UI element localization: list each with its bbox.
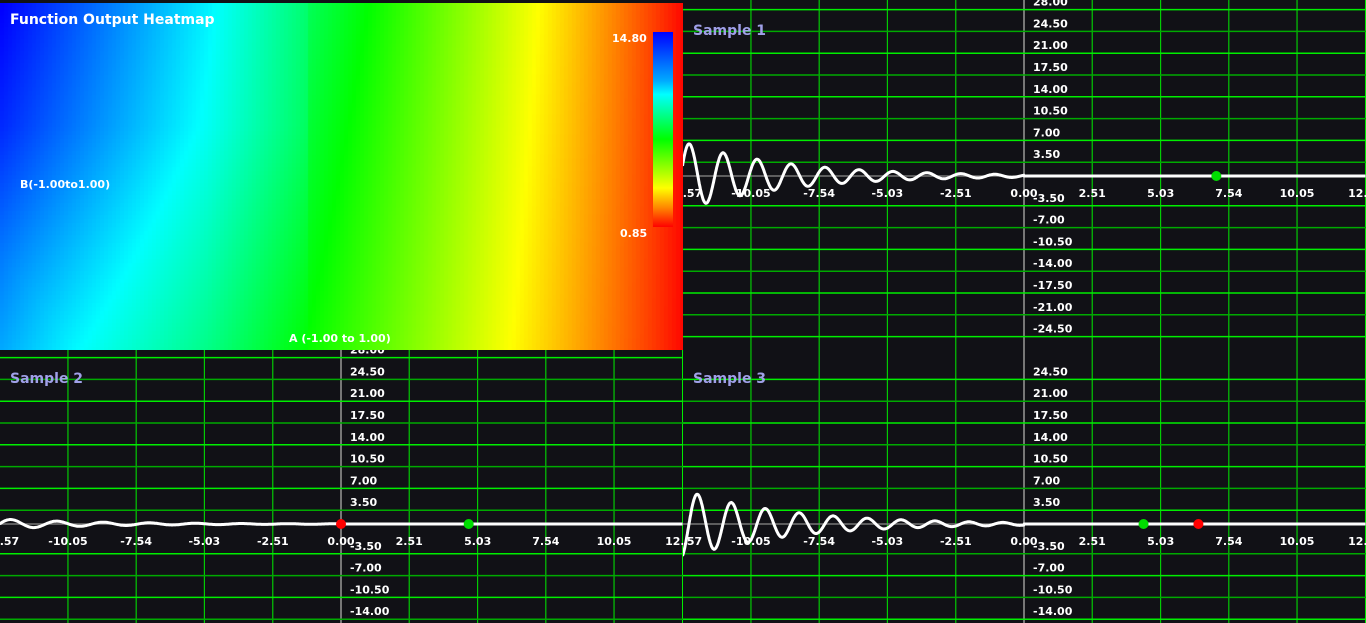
x-tick-label: 0.00 [327,535,354,548]
y-tick-label: -14.00 [1033,605,1073,618]
y-tick-label: -3.50 [1033,192,1065,205]
colorbar-min-label: 0.85 [620,227,648,240]
y-tick-label: 24.50 [350,365,385,378]
y-tick-label: 28.00 [350,350,385,357]
heatmap-panel: Function Output Heatmap B(-1.00to1.00) A… [0,3,683,350]
x-tick-label: 7.54 [1215,187,1242,200]
y-tick-label: 14.00 [350,431,385,444]
x-tick-label: 7.54 [1215,535,1242,548]
y-tick-label: 21.00 [1033,387,1068,400]
y-tick-label: 28.00 [1033,0,1068,9]
y-tick-label: 7.00 [1033,126,1060,139]
x-tick-label: -5.03 [871,535,903,548]
x-tick-label: 2.51 [1079,535,1106,548]
y-tick-label: -21.00 [1033,301,1073,314]
marker-point [463,519,474,529]
y-tick-label: -7.00 [350,562,382,575]
x-tick-label: 5.03 [464,535,491,548]
x-tick-label: 0.00 [1010,187,1037,200]
y-tick-label: 3.50 [350,496,377,509]
sample-1-plot: -12.57-10.05-7.54-5.03-2.510.002.515.037… [683,0,1366,350]
plot-title: Sample 2 [10,371,83,387]
y-tick-label: 17.50 [1033,61,1068,74]
x-tick-label: -2.51 [940,535,972,548]
y-tick-label: -7.00 [1033,562,1065,575]
y-tick-label: 21.00 [350,387,385,400]
y-tick-label: 21.00 [1033,39,1068,52]
heatmap-canvas [0,3,683,350]
x-tick-label: -5.03 [188,535,220,548]
y-tick-label: 14.00 [1033,431,1068,444]
x-tick-label: 7.54 [532,535,559,548]
y-tick-label: -17.50 [1033,279,1073,292]
y-tick-label: 24.50 [1033,17,1068,30]
y-tick-label: -10.50 [1033,583,1073,596]
y-tick-label: -10.50 [350,583,390,596]
x-tick-label: -7.54 [120,535,152,548]
x-tick-label: 12.57 [665,535,683,548]
marker-point [1193,519,1204,529]
y-tick-label: -10.50 [1033,235,1073,248]
marker-point [336,519,346,529]
x-tick-label: -7.54 [803,187,835,200]
series-line [683,492,1366,557]
sample-3-plot: -12.57-10.05-7.54-5.03-2.510.002.515.037… [683,350,1366,623]
x-tick-label: 12.57 [1348,187,1366,200]
y-tick-label: 3.50 [1033,496,1060,509]
plot-title: Sample 1 [693,23,766,39]
y-tick-label: 3.50 [1033,148,1060,161]
y-tick-label: 24.50 [1033,365,1068,378]
heatmap-x-label: A (-1.00 to 1.00) [289,332,391,345]
colorbar-max-label: 14.80 [612,32,647,45]
x-tick-label: -12.57 [683,187,702,200]
sample-2-plot: -12.57 -10.05 -7.54 -5.03 -2.51 0.00 2.51 5.03 7… [0,350,683,623]
x-tick-label: -7.54 [803,535,835,548]
y-tick-label: 10.50 [1033,453,1068,466]
y-tick-label: -3.50 [350,540,382,553]
y-tick-label: -14.00 [350,605,390,618]
x-tick-label: -12.57 [0,535,19,548]
colorbar [653,32,673,227]
series-line [683,142,1366,205]
y-tick-label: 7.00 [350,474,377,487]
marker-point [1138,519,1149,529]
heatmap-title: Function Output Heatmap [10,12,215,28]
y-tick-label: -3.50 [1033,540,1065,553]
y-tick-label: 14.00 [1033,83,1068,96]
x-tick-label: -2.51 [257,535,289,548]
marker-point [1211,171,1222,181]
x-tick-label: -5.03 [871,187,903,200]
x-tick-label: 10.05 [1280,535,1315,548]
x-tick-label: 2.51 [396,535,423,548]
heatmap-y-label: B(-1.00to1.00) [20,178,111,191]
y-tick-label: 7.00 [1033,474,1060,487]
plot-title: Sample 3 [693,371,766,387]
x-tick-label: 2.51 [1079,187,1106,200]
y-tick-label: 10.50 [350,453,385,466]
x-tick-label: 0.00 [1010,535,1037,548]
x-tick-label: 12.57 [1348,535,1366,548]
y-tick-label: -24.50 [1033,323,1073,336]
y-tick-label: -7.00 [1033,214,1065,227]
y-tick-label: -14.00 [1033,257,1073,270]
x-tick-label: 5.03 [1147,187,1174,200]
x-tick-label: -2.51 [940,187,972,200]
y-tick-label: 17.50 [1033,409,1068,422]
x-tick-label: 10.05 [1280,187,1315,200]
y-tick-label: 10.50 [1033,105,1068,118]
x-tick-label: 10.05 [597,535,632,548]
y-tick-label: 17.50 [350,409,385,422]
x-tick-label: -10.05 [48,535,87,548]
x-tick-label: 5.03 [1147,535,1174,548]
